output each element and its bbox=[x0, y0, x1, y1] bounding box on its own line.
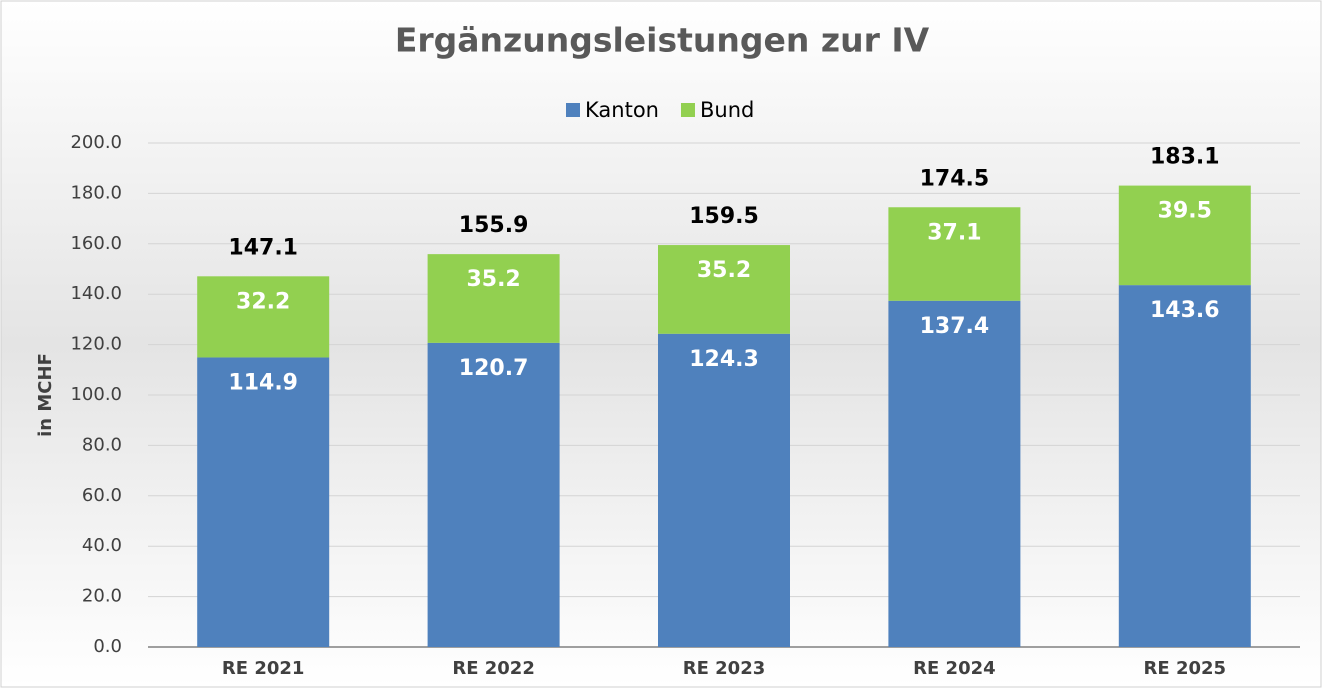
bar-segment bbox=[888, 207, 1021, 301]
data-label: 120.7 bbox=[459, 356, 529, 381]
total-label: 147.1 bbox=[228, 235, 298, 260]
legend-label: Bund bbox=[700, 98, 754, 122]
data-label: 37.1 bbox=[927, 220, 981, 245]
y-tick-label: 0.0 bbox=[93, 636, 122, 657]
data-label: 39.5 bbox=[1158, 199, 1212, 224]
bar-segment bbox=[1118, 185, 1251, 286]
bar-segment bbox=[197, 276, 330, 358]
y-tick-label: 20.0 bbox=[82, 586, 122, 607]
total-label: 174.5 bbox=[920, 166, 990, 191]
x-tick-label: RE 2023 bbox=[683, 658, 766, 679]
y-tick-label: 120.0 bbox=[70, 334, 122, 355]
legend-swatch bbox=[680, 103, 695, 117]
data-label: 35.2 bbox=[697, 258, 751, 283]
y-axis-label: in MCHF bbox=[35, 353, 56, 437]
x-tick-label: RE 2021 bbox=[222, 658, 305, 679]
y-tick-label: 180.0 bbox=[70, 182, 122, 203]
bar-segment bbox=[658, 245, 790, 334]
data-label: 143.6 bbox=[1150, 298, 1220, 323]
data-label: 124.3 bbox=[689, 347, 759, 372]
bar-segment bbox=[1118, 285, 1251, 647]
x-tick-label: RE 2024 bbox=[913, 658, 996, 679]
chart-title: Ergänzungsleistungen zur IV bbox=[395, 21, 930, 60]
legend-label: Kanton bbox=[585, 98, 659, 122]
y-tick-label: 140.0 bbox=[70, 283, 122, 304]
y-tick-label: 60.0 bbox=[82, 485, 122, 506]
y-tick-label: 100.0 bbox=[70, 384, 122, 405]
bar-segment bbox=[427, 254, 560, 343]
legend-swatch bbox=[566, 103, 580, 117]
x-tick-label: RE 2022 bbox=[452, 658, 535, 679]
total-label: 183.1 bbox=[1150, 145, 1220, 170]
data-label: 137.4 bbox=[920, 314, 990, 339]
total-label: 155.9 bbox=[459, 213, 529, 238]
y-tick-label: 80.0 bbox=[82, 434, 122, 455]
total-label: 159.5 bbox=[689, 204, 759, 229]
y-tick-label: 200.0 bbox=[70, 132, 122, 153]
bar-segment bbox=[197, 357, 330, 647]
y-tick-label: 160.0 bbox=[70, 233, 122, 254]
y-tick-label: 40.0 bbox=[82, 535, 122, 556]
bar-segment bbox=[658, 333, 790, 647]
data-label: 35.2 bbox=[466, 267, 520, 292]
x-tick-label: RE 2025 bbox=[1144, 658, 1227, 679]
bar-segment bbox=[427, 342, 560, 647]
bar-segment bbox=[888, 300, 1021, 647]
data-label: 114.9 bbox=[228, 370, 298, 395]
data-label: 32.2 bbox=[236, 289, 290, 314]
